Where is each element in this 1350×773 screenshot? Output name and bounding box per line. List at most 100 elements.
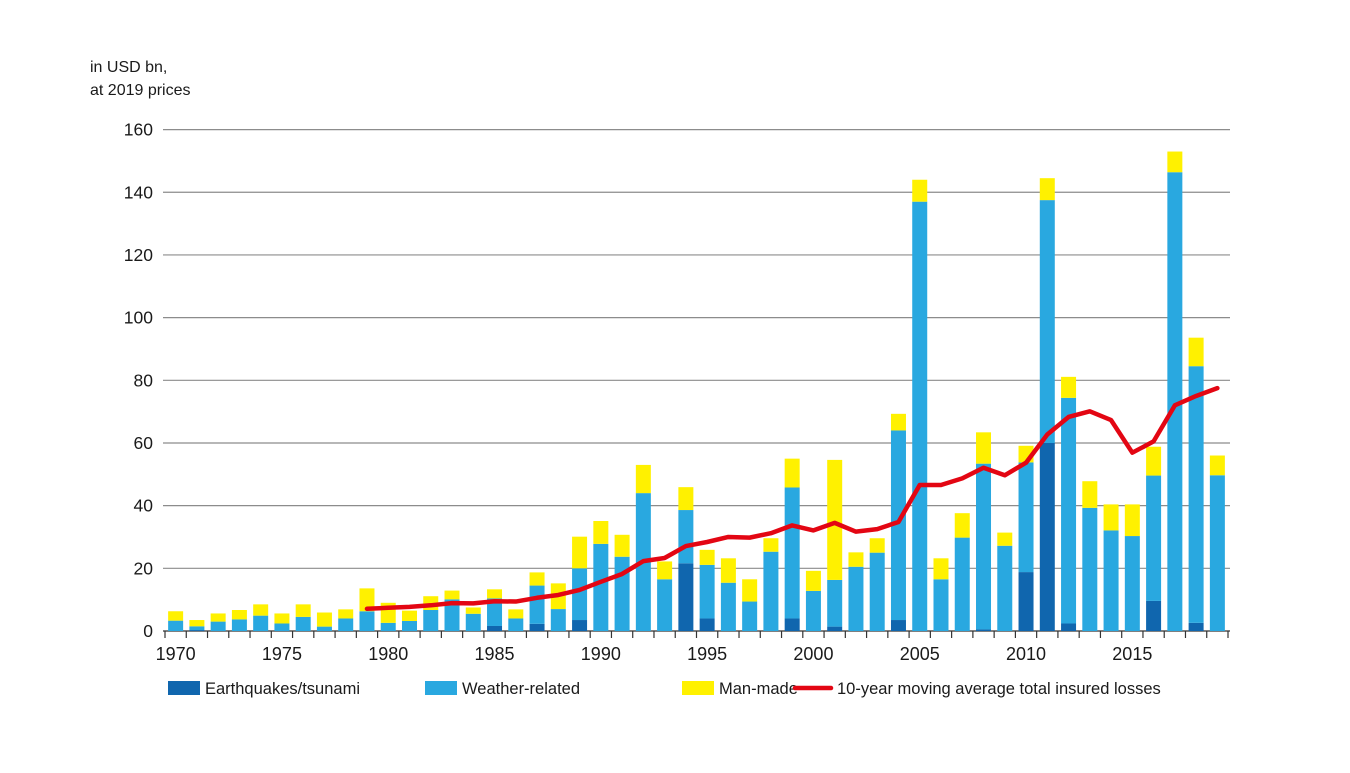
bar-segment-weather-related — [423, 610, 439, 631]
bar-segment-weather-related — [529, 585, 545, 624]
y-tick-label: 160 — [124, 120, 153, 140]
bar-segment-weather-related — [678, 510, 694, 564]
bar-segment-weather-related — [784, 487, 800, 619]
bar-segment-man-made — [997, 532, 1013, 546]
y-tick-label: 60 — [134, 433, 154, 453]
bar-segment-man-made — [933, 558, 949, 580]
y-tick-label: 140 — [124, 182, 153, 202]
bar-segment-man-made — [912, 179, 928, 202]
bar-segment-man-made — [805, 570, 821, 591]
bar-segment-weather-related — [1124, 536, 1140, 631]
bar-segment-weather-related — [805, 590, 821, 631]
bar-segment-man-made — [1146, 446, 1162, 476]
bar-segment-man-made — [678, 487, 694, 511]
bar-segment-weather-related — [742, 601, 758, 631]
x-tick-label: 1975 — [262, 644, 302, 664]
y-tick-label: 20 — [134, 558, 154, 578]
bar-segment-man-made — [572, 536, 588, 569]
bar-segment-weather-related — [338, 618, 354, 631]
bar-segment-earthquakes-tsunami — [976, 629, 992, 631]
bar-segment-man-made — [1103, 504, 1119, 531]
bar-segment-weather-related — [1103, 530, 1119, 631]
bar-segment-man-made — [742, 579, 758, 602]
bar-segment-man-made — [274, 613, 290, 624]
bar-segment-weather-related — [316, 626, 332, 631]
bar-segment-weather-related — [1209, 475, 1225, 631]
bar-segment-man-made — [295, 604, 311, 617]
x-tick-label: 2015 — [1112, 644, 1152, 664]
bar-segment-man-made — [210, 613, 226, 622]
y-tick-label: 0 — [143, 621, 153, 641]
bar-segment-man-made — [1061, 376, 1077, 398]
bar-segment-man-made — [954, 513, 970, 538]
bar-segment-weather-related — [1146, 475, 1162, 601]
bar-segment-weather-related — [593, 543, 609, 631]
bar-segment-man-made — [976, 432, 992, 464]
bar-segment-man-made — [1209, 455, 1225, 476]
bar-segment-man-made — [720, 558, 736, 583]
bar-segment-man-made — [593, 521, 609, 544]
bar-segment-earthquakes-tsunami — [572, 620, 588, 631]
bar-segment-weather-related — [1188, 366, 1204, 623]
x-tick-label: 2005 — [900, 644, 940, 664]
bar-segment-man-made — [614, 534, 630, 557]
bar-segment-weather-related — [380, 622, 396, 631]
bar-segment-man-made — [763, 538, 779, 552]
bar-segment-weather-related — [912, 201, 928, 631]
y-tick-label: 120 — [124, 245, 153, 265]
bar-segment-weather-related — [1018, 462, 1034, 573]
bar-segment-earthquakes-tsunami — [1061, 623, 1077, 631]
bar-segment-man-made — [253, 604, 269, 616]
bar-segment-weather-related — [295, 616, 311, 631]
y-axis-unit-line2: at 2019 prices — [90, 82, 191, 99]
bar-segment-earthquakes-tsunami — [529, 623, 545, 631]
bar-segment-man-made — [231, 610, 247, 620]
bar-segment-weather-related — [997, 545, 1013, 631]
legend-label-man-made: Man-made — [719, 680, 798, 698]
bar-segment-weather-related — [827, 579, 843, 627]
bar-segment-man-made — [1039, 178, 1055, 201]
bar-segment-weather-related — [1039, 200, 1055, 443]
bar-segment-earthquakes-tsunami — [189, 630, 205, 631]
bar-segment-man-made — [1167, 151, 1183, 173]
bar-segment-earthquakes-tsunami — [890, 620, 906, 631]
bar-segment-man-made — [869, 538, 885, 553]
x-tick-label: 1990 — [581, 644, 621, 664]
bar-segment-man-made — [401, 610, 417, 621]
bar-segment-weather-related — [1167, 172, 1183, 631]
bar-segment-weather-related — [168, 620, 184, 631]
bar-segment-weather-related — [954, 537, 970, 631]
bar-segment-man-made — [1124, 504, 1140, 537]
bar-segment-earthquakes-tsunami — [1018, 572, 1034, 631]
bar-segment-weather-related — [657, 579, 673, 631]
bar-segment-weather-related — [231, 619, 247, 631]
bar-segment-man-made — [316, 612, 332, 627]
y-tick-label: 80 — [134, 370, 154, 390]
bar-segment-earthquakes-tsunami — [784, 618, 800, 631]
y-tick-label: 100 — [124, 308, 153, 328]
bar-segment-man-made — [1188, 337, 1204, 367]
bar-segment-man-made — [529, 572, 545, 586]
bar-segment-weather-related — [933, 579, 949, 631]
bar-segment-man-made — [465, 607, 481, 614]
bar-segment-weather-related — [1082, 507, 1098, 631]
bar-segment-weather-related — [253, 615, 269, 631]
bar-segment-weather-related — [210, 621, 226, 631]
legend-swatch-man-made — [682, 681, 714, 695]
bar-segment-weather-related — [401, 620, 417, 631]
y-tick-label: 40 — [134, 496, 154, 516]
bar-segment-weather-related — [487, 598, 503, 626]
bar-segment-earthquakes-tsunami — [827, 626, 843, 631]
bar-segment-man-made — [635, 464, 651, 494]
x-tick-label: 1980 — [368, 644, 408, 664]
bar-segment-weather-related — [572, 568, 588, 621]
bar-segment-weather-related — [699, 564, 715, 619]
x-tick-label: 1970 — [156, 644, 196, 664]
bar-segment-weather-related — [976, 463, 992, 630]
bar-segment-earthquakes-tsunami — [699, 618, 715, 631]
y-axis-unit-label: in USD bn, at 2019 prices — [90, 56, 191, 102]
bar-segment-weather-related — [890, 430, 906, 621]
bar-segment-man-made — [1082, 481, 1098, 508]
bar-segment-weather-related — [189, 626, 205, 631]
